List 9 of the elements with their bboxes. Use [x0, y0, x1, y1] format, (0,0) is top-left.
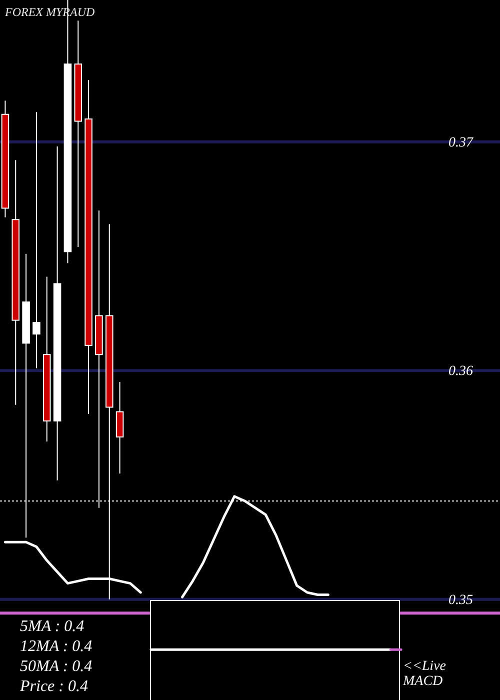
- annotation: 5MA : 0.4: [20, 618, 84, 635]
- y-tick-label: 0.35: [448, 592, 473, 608]
- annotation: <<Live MACD: [402, 659, 446, 689]
- annotation: 12MA : 0.4: [20, 638, 92, 655]
- y-tick-label: 0.37: [448, 135, 474, 150]
- annotation: Price : 0.4: [19, 678, 88, 695]
- annotation: 50MA : 0.4: [20, 658, 92, 675]
- candlestick: [32, 112, 40, 369]
- y-tick-label: 0.36: [448, 364, 473, 380]
